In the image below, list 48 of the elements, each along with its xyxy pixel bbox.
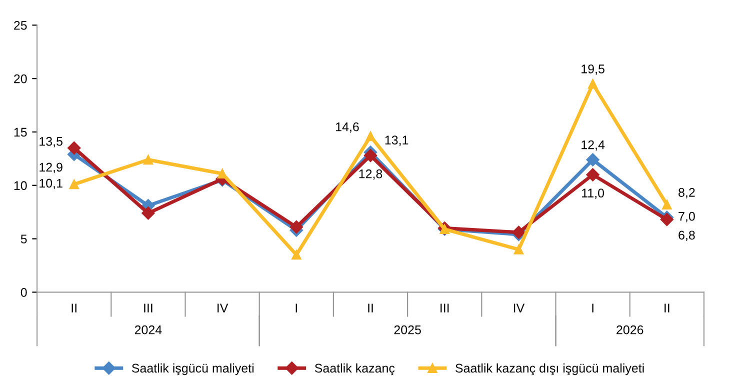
point xyxy=(290,220,303,234)
x-tick-label: II xyxy=(368,304,373,312)
point xyxy=(217,168,228,178)
data-label: 12,4 xyxy=(582,140,605,151)
x-tick-label: IV xyxy=(514,304,525,312)
point xyxy=(68,141,81,155)
x-tick-label: III xyxy=(144,304,152,312)
y-tick-label: 25 xyxy=(14,20,27,30)
data-label: 12,8 xyxy=(359,169,382,180)
y-tick-label: 20 xyxy=(14,74,27,84)
x-tick-label: IV xyxy=(218,304,228,312)
point xyxy=(588,79,598,89)
point xyxy=(364,148,378,162)
point xyxy=(292,250,302,260)
x-tick-label: I xyxy=(592,304,594,312)
text: 2026 xyxy=(616,325,644,334)
y-tick-label: 10 xyxy=(14,181,27,190)
point xyxy=(512,226,526,239)
x-tick-label: II xyxy=(72,304,76,312)
point xyxy=(143,154,154,165)
point xyxy=(586,168,600,182)
y-tick-label: 0 xyxy=(20,288,27,297)
data-label: 19,5 xyxy=(582,64,604,75)
point xyxy=(366,131,376,142)
point xyxy=(662,200,672,210)
point xyxy=(69,179,79,190)
legend-label: Saatlik kazanç xyxy=(314,363,395,376)
data-label: 8,2 xyxy=(678,188,695,198)
x-tick-label: II xyxy=(664,304,670,312)
data-label: 13,1 xyxy=(385,136,408,146)
text: 2024 xyxy=(134,325,162,334)
point xyxy=(142,206,155,220)
data-label: 11,0 xyxy=(582,188,604,199)
data-label: 7,0 xyxy=(678,212,695,222)
data-label: 6,8 xyxy=(678,230,695,242)
y-tick-label: 5 xyxy=(20,234,27,244)
x-tick-label: I xyxy=(296,304,297,312)
data-label: 13,5 xyxy=(40,136,62,148)
data-label: 12,9 xyxy=(40,162,62,174)
point xyxy=(514,244,524,254)
text: 2025 xyxy=(394,325,421,334)
legend-label: Saatlik işgücü maliyeti xyxy=(132,363,254,376)
data-label: 14,6 xyxy=(336,122,359,133)
x-tick-label: III xyxy=(440,304,449,312)
legend-label: Saatlik kazanç dışı işgücü maliyeti xyxy=(456,363,644,376)
y-tick-label: 15 xyxy=(14,128,27,137)
point xyxy=(586,153,600,166)
data-label: 10,1 xyxy=(40,178,62,190)
